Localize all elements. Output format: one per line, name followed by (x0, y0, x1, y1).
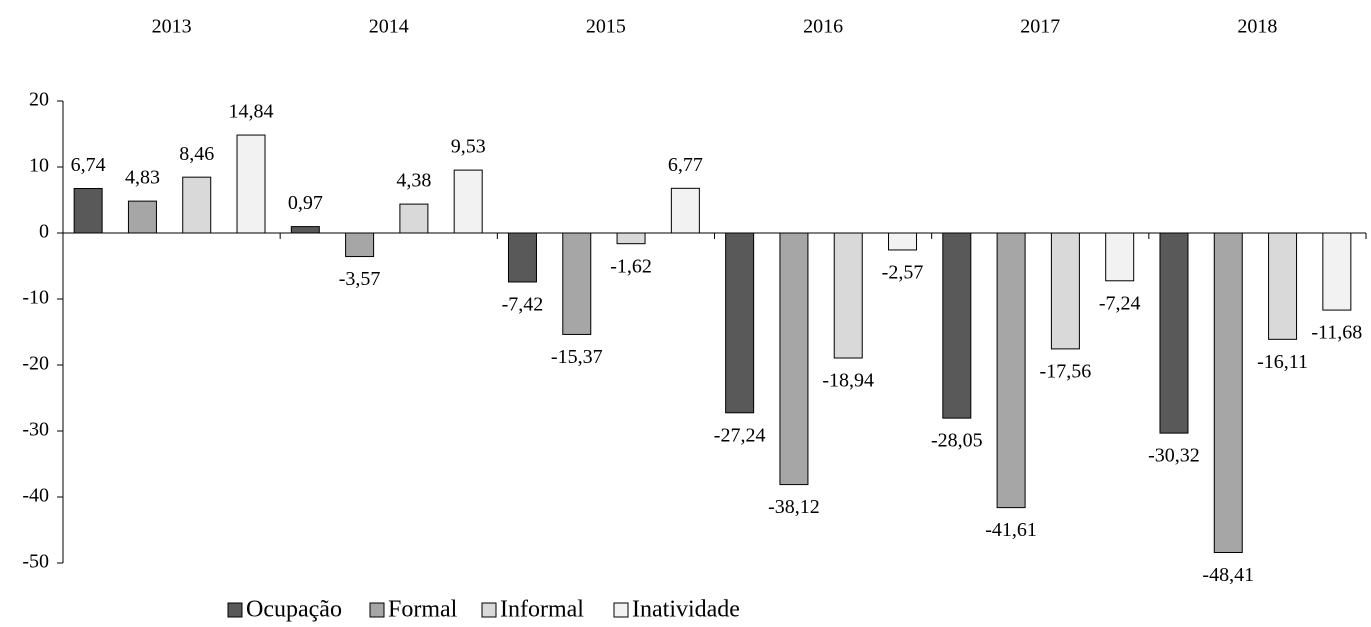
value-label: 6,74 (71, 154, 106, 176)
bar (942, 232, 972, 419)
legend-label: Ocupação (246, 597, 342, 623)
bar (127, 200, 157, 234)
category-label: 2015 (586, 16, 626, 38)
bar (1268, 232, 1298, 340)
bar (888, 232, 918, 251)
y-tick-label: -40 (22, 485, 49, 507)
legend-swatch (613, 602, 629, 618)
bar (779, 232, 809, 486)
value-label: 6,77 (668, 154, 703, 176)
bar (996, 232, 1026, 509)
legend-label: Formal (388, 597, 458, 623)
legend-swatch (369, 602, 385, 618)
value-label: -17,56 (1040, 360, 1092, 382)
value-label: -48,41 (1202, 564, 1254, 586)
value-label: -7,24 (1099, 292, 1141, 314)
bar (73, 188, 103, 234)
bar (399, 203, 429, 234)
bar (507, 232, 537, 283)
category-label: 2013 (152, 16, 192, 38)
value-label: 8,46 (179, 143, 214, 165)
bar (1322, 232, 1352, 311)
bar (833, 232, 863, 359)
bar (670, 187, 700, 234)
value-label: 14,84 (229, 101, 274, 123)
bar (1050, 232, 1080, 350)
category-label: 2017 (1020, 16, 1060, 38)
legend-swatch (227, 602, 243, 618)
bar (345, 232, 375, 258)
value-label: 0,97 (288, 192, 323, 214)
category-label: 2014 (369, 16, 409, 38)
value-label: -28,05 (931, 430, 983, 452)
value-label: -18,94 (822, 370, 874, 392)
y-tick-label: -50 (22, 551, 49, 573)
legend-swatch (481, 602, 497, 618)
bar (236, 134, 266, 234)
value-label: 9,53 (451, 136, 486, 158)
y-tick-label: 20 (29, 89, 49, 111)
bar (616, 232, 646, 245)
value-label: -11,68 (1311, 322, 1362, 344)
category-label: 2016 (803, 16, 843, 38)
y-tick-label: 10 (29, 155, 49, 177)
value-label: -1,62 (610, 255, 652, 277)
bar (1213, 232, 1243, 554)
value-label: 4,83 (125, 167, 160, 189)
bar (1105, 232, 1135, 282)
y-tick-label: -10 (22, 287, 49, 309)
y-tick-label: -30 (22, 419, 49, 441)
value-label: -7,42 (502, 294, 544, 316)
value-label: -2,57 (882, 262, 924, 284)
bar (725, 232, 755, 414)
value-label: -30,32 (1148, 445, 1200, 467)
legend-label: Inatividade (632, 597, 740, 623)
value-label: -41,61 (985, 519, 1037, 541)
value-label: 4,38 (396, 170, 431, 192)
bar (182, 176, 212, 234)
bar (453, 169, 483, 234)
value-label: -38,12 (768, 496, 820, 518)
value-label: -16,11 (1257, 351, 1308, 373)
bar (562, 232, 592, 335)
value-label: -15,37 (551, 346, 603, 368)
value-label: -27,24 (714, 424, 766, 446)
y-tick-label: -20 (22, 353, 49, 375)
legend-label: Informal (500, 597, 584, 623)
value-label: -3,57 (339, 268, 381, 290)
bar (1159, 232, 1189, 434)
category-label: 2018 (1237, 16, 1277, 38)
y-tick-label: 0 (39, 221, 49, 243)
bar (290, 226, 320, 234)
